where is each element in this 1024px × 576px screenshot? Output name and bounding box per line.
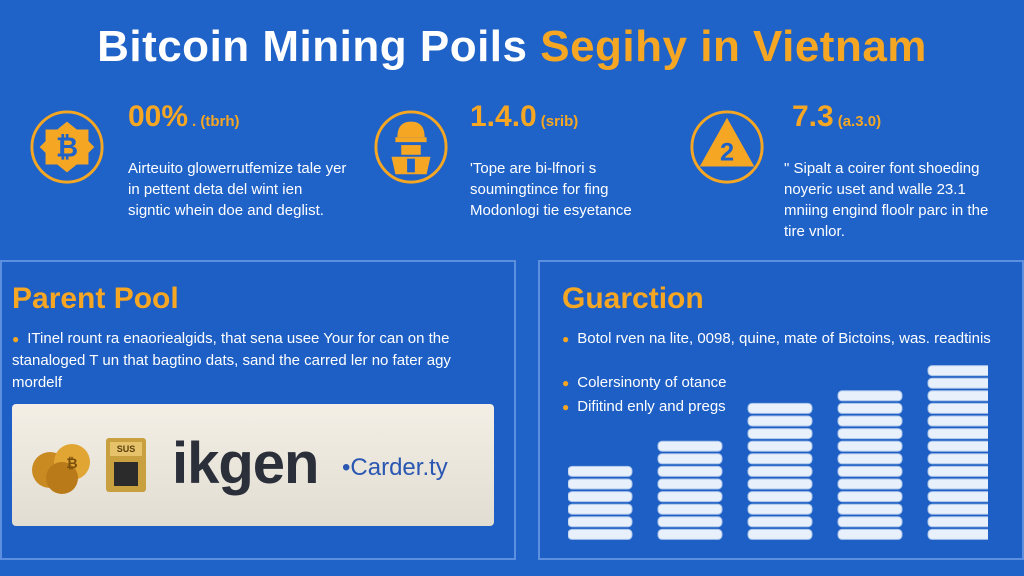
svg-text:2: 2: [720, 139, 734, 167]
bar-segment: [837, 516, 903, 528]
stat-value: 1.4.0 (srib): [470, 100, 579, 133]
bar-segment: [837, 440, 903, 452]
guarction-bullet-3: ● Difitind enly and pregs: [562, 398, 726, 415]
miner-icon: [374, 110, 448, 184]
bar-segment: [747, 503, 813, 515]
badge-icon: SUS: [106, 438, 146, 492]
bar-segment: [837, 465, 903, 477]
bar-segment: [927, 453, 988, 465]
stacked-bars-graphic: [568, 365, 988, 540]
bar-segment: [568, 478, 633, 490]
bar-segment: [927, 528, 988, 540]
coins-icon: ₿: [32, 444, 90, 494]
bar-segment: [657, 440, 723, 452]
bar-segment: [927, 491, 988, 503]
parent-pool-title: Parent Pool: [12, 282, 179, 315]
bar-segment: [568, 516, 633, 528]
stat-card-1: ₿ 00%. (tbrh) Airteuito glowerrutfemize …: [28, 96, 358, 256]
bar-segment: [927, 390, 988, 402]
stat-card-3: 2 7.3 (a.3.0) " Sipalt a coirer font shoe…: [688, 96, 1008, 256]
bar-segment: [927, 415, 988, 427]
bullet-icon: ●: [12, 332, 20, 346]
bar-segment: [657, 478, 723, 490]
parent-pool-text: ● ITinel rount ra enaoriealgids, that sen…: [12, 330, 451, 391]
bar-segment: [747, 528, 813, 540]
bullet-icon: ●: [562, 400, 570, 414]
bar-segment: [657, 491, 723, 503]
guarction-title: Guarction: [562, 282, 704, 315]
bar-segment: [927, 428, 988, 440]
bar-segment: [747, 402, 813, 414]
bar-segment: [568, 528, 633, 540]
bar-segment: [568, 465, 633, 477]
bullet-icon: ●: [562, 332, 570, 346]
bar-segment: [927, 365, 988, 377]
bar-segment: [927, 503, 988, 515]
parent-pool-panel: Parent Pool ● ITinel rount ra enaoriealgi…: [0, 260, 516, 560]
bar-segment: [657, 465, 723, 477]
bar-segment: [837, 453, 903, 465]
bar-segment: [837, 503, 903, 515]
bar-segment: [657, 453, 723, 465]
stat-value: 7.3 (a.3.0): [792, 100, 882, 133]
bar-segment: [837, 528, 903, 540]
bar-segment: [568, 503, 633, 515]
bar-segment: [927, 440, 988, 452]
bar-segment: [927, 377, 988, 389]
bar-segment: [747, 478, 813, 490]
bar-segment: [837, 491, 903, 503]
logo-wordmark: ikgen: [172, 431, 319, 496]
bar-segment: [747, 516, 813, 528]
stat-description: Airteuito glowerrutfemize tale yer in pe…: [128, 160, 347, 219]
bar-segment: [837, 415, 903, 427]
bar-segment: [747, 428, 813, 440]
title-yellow-part: Segihy in Vietnam: [540, 22, 927, 71]
stat-value: 00%. (tbrh): [128, 100, 240, 133]
bar-segment: [657, 503, 723, 515]
bullet-icon: ●: [562, 376, 570, 390]
bar-segment: [657, 516, 723, 528]
bar-segment: [747, 453, 813, 465]
logo-subtext: •Carder.ty: [342, 454, 448, 481]
stat-card-2: 1.4.0 (srib) 'Tope are bi-lfnori s soumin…: [372, 96, 672, 256]
guarction-panel: Guarction ● Botol rven na lite, 0098, qui…: [538, 260, 1024, 560]
stat-description: " Sipalt a coirer font shoeding noyeric …: [784, 160, 989, 240]
page-title: Bitcoin Mining Poils Segihy in Vietnam: [0, 22, 1024, 72]
bar-segment: [747, 491, 813, 503]
triangle-2-icon: 2: [690, 110, 764, 184]
guarction-bullet-2: ● Colersinonty of otance: [562, 374, 727, 391]
guarction-bullet-1: ● Botol rven na lite, 0098, quine, mate o…: [562, 330, 991, 347]
bar-segment: [837, 428, 903, 440]
bar-segment: [747, 440, 813, 452]
bar-segment: [837, 478, 903, 490]
bar-segment: [927, 402, 988, 414]
bitcoin-icon: ₿: [30, 110, 104, 184]
bar-segment: [657, 528, 723, 540]
bar-segment: [837, 390, 903, 402]
svg-text:₿: ₿: [66, 455, 77, 471]
bar-segment: [927, 516, 988, 528]
stat-description: 'Tope are bi-lfnori s soumingtince for f…: [470, 160, 632, 219]
logo-card: ₿ SUS ikgen •Carder.ty: [12, 404, 494, 526]
svg-text:₿: ₿: [56, 132, 78, 163]
bar-segment: [837, 402, 903, 414]
bar-segment: [747, 465, 813, 477]
bar-segment: [747, 415, 813, 427]
bar-segment: [927, 465, 988, 477]
title-white-part: Bitcoin Mining Poils: [97, 22, 528, 71]
bar-segment: [927, 478, 988, 490]
bar-segment: [568, 491, 633, 503]
